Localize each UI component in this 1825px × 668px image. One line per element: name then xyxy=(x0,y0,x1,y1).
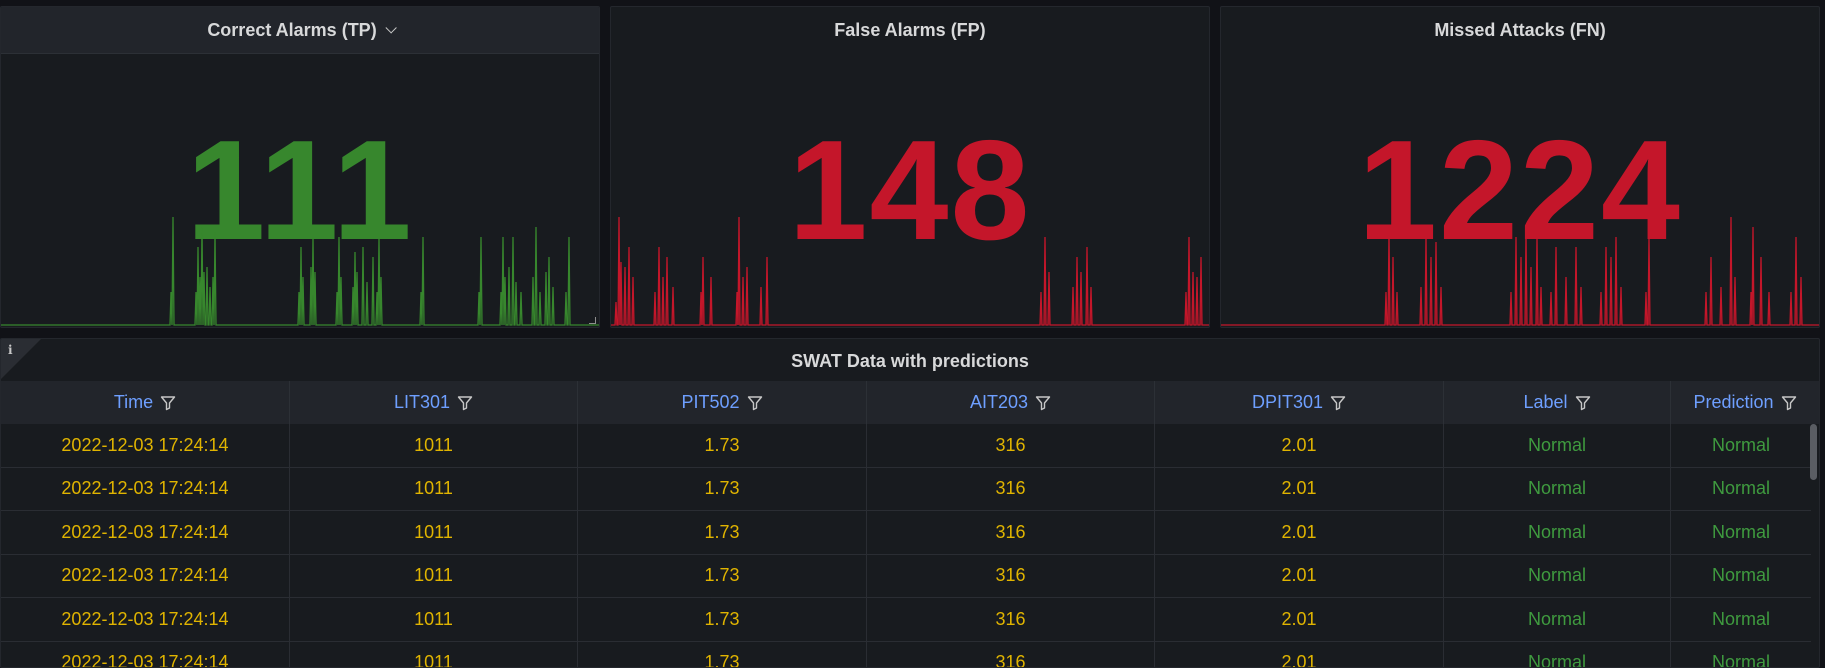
table-panel: i SWAT Data with predictions Time LIT301… xyxy=(0,338,1820,668)
stat-panel-fn: Missed Attacks (FN) 1224 xyxy=(1220,6,1820,328)
filter-icon[interactable] xyxy=(747,395,763,411)
cell-pit502: 1.73 xyxy=(578,468,867,511)
table-row[interactable]: 2022-12-03 17:24:14 1011 1.73 316 2.01 N… xyxy=(1,468,1811,512)
column-label: AIT203 xyxy=(970,392,1028,413)
cell-dpit301: 2.01 xyxy=(1155,424,1444,467)
cell-dpit301: 2.01 xyxy=(1155,555,1444,598)
cell-dpit301: 2.01 xyxy=(1155,598,1444,641)
panel-header-fn[interactable]: Missed Attacks (FN) xyxy=(1221,7,1819,53)
cell-pit502: 1.73 xyxy=(578,642,867,668)
column-header-pit502[interactable]: PIT502 xyxy=(578,381,867,424)
table-row[interactable]: 2022-12-03 17:24:14 1011 1.73 316 2.01 N… xyxy=(1,424,1811,468)
column-header-time[interactable]: Time xyxy=(1,381,290,424)
cell-time: 2022-12-03 17:24:14 xyxy=(1,598,290,641)
cell-lit301: 1011 xyxy=(290,642,578,668)
filter-icon[interactable] xyxy=(1035,395,1051,411)
cell-time: 2022-12-03 17:24:14 xyxy=(1,642,290,668)
cell-time: 2022-12-03 17:24:14 xyxy=(1,424,290,467)
cell-ait203: 316 xyxy=(867,642,1155,668)
stat-panel-fp: False Alarms (FP) 148 xyxy=(610,6,1210,328)
cell-ait203: 316 xyxy=(867,555,1155,598)
cell-lit301: 1011 xyxy=(290,424,578,467)
cell-ait203: 316 xyxy=(867,598,1155,641)
cell-dpit301: 2.01 xyxy=(1155,642,1444,668)
cell-lit301: 1011 xyxy=(290,468,578,511)
resize-handle[interactable] xyxy=(589,317,596,324)
cell-label: Normal xyxy=(1444,424,1671,467)
column-header-prediction[interactable]: Prediction xyxy=(1671,381,1819,424)
cell-prediction: Normal xyxy=(1671,424,1811,467)
chevron-down-icon[interactable] xyxy=(385,22,396,33)
filter-icon[interactable] xyxy=(457,395,473,411)
cell-prediction: Normal xyxy=(1671,642,1811,668)
table-row[interactable]: 2022-12-03 17:24:14 1011 1.73 316 2.01 N… xyxy=(1,598,1811,642)
cell-ait203: 316 xyxy=(867,511,1155,554)
cell-ait203: 316 xyxy=(867,468,1155,511)
cell-lit301: 1011 xyxy=(290,555,578,598)
panel-title-tp: Correct Alarms (TP) xyxy=(207,20,376,41)
table-header: Time LIT301 PIT502 AIT203 DPIT301 Label … xyxy=(1,381,1819,424)
table-scrollbar[interactable] xyxy=(1810,424,1817,480)
filter-icon[interactable] xyxy=(1330,395,1346,411)
panel-header-fp[interactable]: False Alarms (FP) xyxy=(611,7,1209,53)
sparkline-fp xyxy=(611,217,1210,327)
column-label: LIT301 xyxy=(394,392,450,413)
cell-prediction: Normal xyxy=(1671,511,1811,554)
table-body: 2022-12-03 17:24:14 1011 1.73 316 2.01 N… xyxy=(1,424,1811,668)
sparkline-tp xyxy=(1,217,600,327)
cell-label: Normal xyxy=(1444,642,1671,668)
column-label: PIT502 xyxy=(681,392,739,413)
cell-ait203: 316 xyxy=(867,424,1155,467)
column-header-label[interactable]: Label xyxy=(1444,381,1671,424)
cell-lit301: 1011 xyxy=(290,598,578,641)
cell-pit502: 1.73 xyxy=(578,598,867,641)
table-row[interactable]: 2022-12-03 17:24:14 1011 1.73 316 2.01 N… xyxy=(1,555,1811,599)
filter-icon[interactable] xyxy=(1575,395,1591,411)
cell-label: Normal xyxy=(1444,468,1671,511)
stat-panel-tp: Correct Alarms (TP) 111 xyxy=(0,6,600,328)
panel-header-tp[interactable]: Correct Alarms (TP) xyxy=(1,7,599,54)
cell-label: Normal xyxy=(1444,555,1671,598)
cell-prediction: Normal xyxy=(1671,468,1811,511)
panel-title-fn: Missed Attacks (FN) xyxy=(1434,20,1605,41)
table-title: SWAT Data with predictions xyxy=(1,339,1819,383)
cell-time: 2022-12-03 17:24:14 xyxy=(1,468,290,511)
cell-lit301: 1011 xyxy=(290,511,578,554)
filter-icon[interactable] xyxy=(160,395,176,411)
column-label: Prediction xyxy=(1693,392,1773,413)
column-header-lit301[interactable]: LIT301 xyxy=(290,381,578,424)
cell-dpit301: 2.01 xyxy=(1155,511,1444,554)
cell-label: Normal xyxy=(1444,511,1671,554)
column-header-dpit301[interactable]: DPIT301 xyxy=(1155,381,1444,424)
cell-label: Normal xyxy=(1444,598,1671,641)
filter-icon[interactable] xyxy=(1781,395,1797,411)
sparkline-fn xyxy=(1221,217,1820,327)
cell-prediction: Normal xyxy=(1671,555,1811,598)
cell-time: 2022-12-03 17:24:14 xyxy=(1,555,290,598)
table-row[interactable]: 2022-12-03 17:24:14 1011 1.73 316 2.01 N… xyxy=(1,642,1811,668)
cell-pit502: 1.73 xyxy=(578,424,867,467)
column-label: DPIT301 xyxy=(1252,392,1323,413)
cell-dpit301: 2.01 xyxy=(1155,468,1444,511)
column-header-ait203[interactable]: AIT203 xyxy=(867,381,1155,424)
cell-pit502: 1.73 xyxy=(578,511,867,554)
cell-prediction: Normal xyxy=(1671,598,1811,641)
column-label: Label xyxy=(1523,392,1567,413)
panel-title-fp: False Alarms (FP) xyxy=(834,20,985,41)
cell-pit502: 1.73 xyxy=(578,555,867,598)
column-label: Time xyxy=(114,392,153,413)
table-row[interactable]: 2022-12-03 17:24:14 1011 1.73 316 2.01 N… xyxy=(1,511,1811,555)
cell-time: 2022-12-03 17:24:14 xyxy=(1,511,290,554)
